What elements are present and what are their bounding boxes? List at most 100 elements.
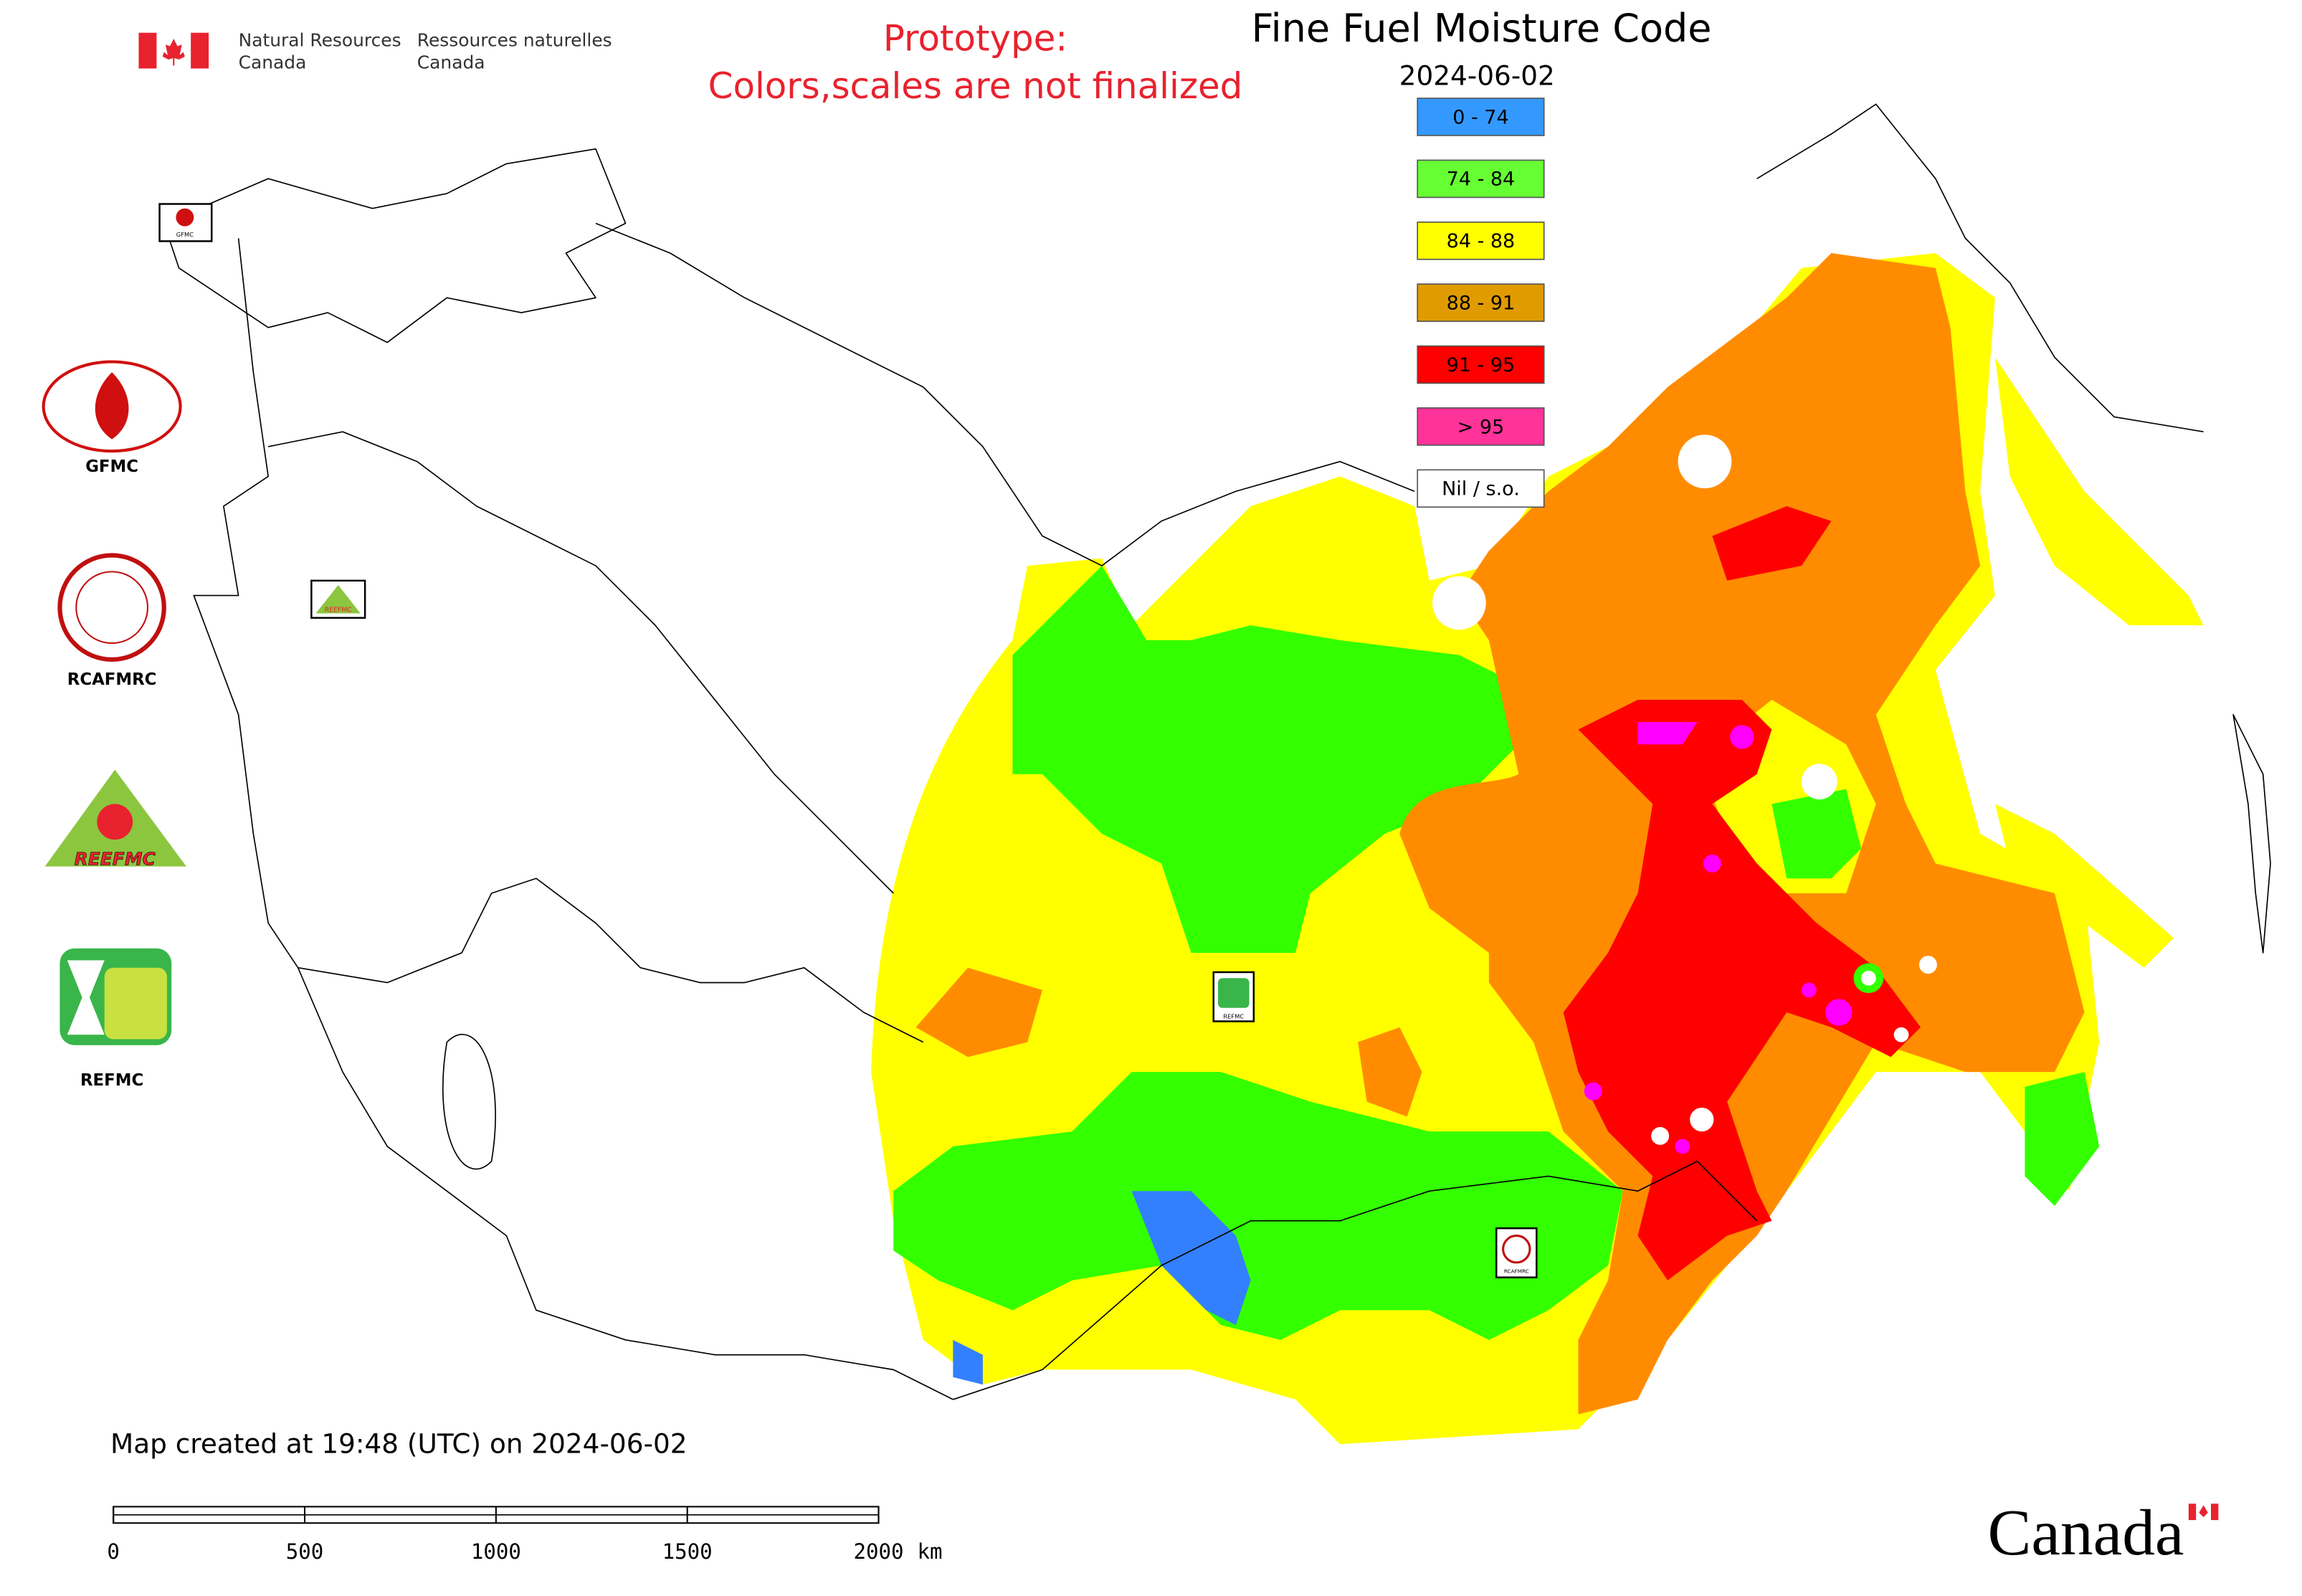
coastline: [163, 148, 627, 343]
region: [1730, 725, 1754, 749]
agency-name: Canada: [417, 52, 485, 73]
agency-name: Natural Resources: [239, 29, 401, 50]
legend-swatch: [1417, 345, 1545, 384]
region: [1771, 789, 1861, 879]
border: [193, 238, 924, 1043]
coastline: [595, 222, 1415, 566]
center-markers: GFMC REEFMC REFMC RCAFMRC: [158, 203, 1538, 1278]
nil-area: [1651, 1126, 1670, 1145]
center-marker-label: RCAFMRC: [1504, 1268, 1529, 1274]
region: [1131, 1191, 1251, 1326]
border: [297, 967, 953, 1400]
agency-name: Canada: [239, 52, 307, 73]
nil-area: [1918, 956, 1937, 974]
region: [1012, 566, 1534, 953]
date: 2024-06-02: [1399, 60, 1555, 91]
legend-label: 74 - 84: [1447, 168, 1516, 191]
title: Fine Fuel Moisture Code: [1252, 6, 1712, 51]
logo-reefmc: [97, 804, 133, 840]
notice: Prototype:: [883, 18, 1067, 60]
logo-gfmc: [42, 360, 182, 453]
legend-swatch: [1417, 98, 1545, 136]
region: [1584, 1082, 1602, 1101]
notice: Colors,scales are not finalized: [708, 65, 1243, 107]
logo-refmc: [104, 967, 167, 1040]
legend-label: 0 - 74: [1452, 106, 1508, 128]
legend-swatch: [1417, 159, 1545, 199]
nil-area: [1801, 764, 1837, 800]
center-marker-label: REEFMC: [325, 606, 352, 614]
logo-refmc: [67, 960, 105, 1035]
region: [2025, 1072, 2100, 1206]
nil-area: [1690, 1107, 1714, 1132]
wordmark-flag: [2188, 1504, 2197, 1521]
scale-label: 1000: [471, 1539, 521, 1564]
region: [1712, 506, 1832, 581]
maple-leaf: [162, 38, 185, 66]
logo-label: RCAFMRC: [67, 670, 157, 689]
border: [442, 1033, 496, 1170]
region: [1825, 999, 1852, 1026]
region: [1994, 804, 2174, 968]
center-marker-label: REFMC: [1223, 1012, 1244, 1020]
center-marker-icon: [315, 585, 361, 614]
region: [1675, 1139, 1690, 1154]
region: [1994, 357, 2204, 626]
center-marker-icon: [1217, 978, 1250, 1008]
fire-map: [871, 253, 2204, 1445]
footer-note: Map created at 19:48 (UTC) on 2024-06-02: [110, 1428, 687, 1460]
boundaries: [163, 103, 2271, 1400]
legend: 0 - 74 74 - 84 84 - 88 88 - 91 91 - 95 > 95 Ni…: [1417, 98, 1545, 508]
scale-label: 0: [107, 1539, 120, 1564]
legend-swatch: [1417, 407, 1545, 446]
legend-label: 91 - 95: [1447, 354, 1516, 376]
scale-label: 1500: [662, 1539, 713, 1564]
legend-swatch: [1417, 283, 1545, 322]
agency-name: Ressources naturelles: [417, 29, 612, 50]
coastline: [2232, 713, 2271, 954]
nil-area: [1860, 970, 1876, 986]
flag-bar: [138, 32, 157, 69]
region: [1358, 1027, 1422, 1117]
center-marker-icon: [1502, 1234, 1531, 1264]
nil-area: [1893, 1027, 1909, 1042]
legend-label: > 95: [1457, 416, 1505, 438]
region: [915, 967, 1042, 1058]
region: [1703, 854, 1721, 873]
wordmark-flag: [2199, 1505, 2208, 1517]
scale-label: 500: [286, 1539, 324, 1564]
partner-logos: GFMC RCAFMRC REEFMC REFMC: [42, 360, 186, 1090]
nil-area: [1678, 434, 1732, 489]
logo-label: REFMC: [80, 1071, 143, 1090]
logo-rcafmrc: [57, 553, 166, 662]
scale-bar: 0 500 1000 1500 2000 km: [107, 1506, 942, 1564]
border: [267, 431, 894, 894]
region: [1801, 982, 1817, 998]
scale-unit: km: [917, 1539, 942, 1564]
nil-area: [1432, 576, 1486, 630]
logo-gfmc: [95, 372, 129, 440]
wordmark: Canada: [1987, 1496, 2184, 1569]
logo-rcafmrc: [75, 571, 148, 645]
region: [893, 1072, 1623, 1340]
legend-swatch: [1417, 221, 1545, 260]
flag-bar: [191, 32, 209, 69]
legend-label: 84 - 88: [1447, 230, 1516, 252]
region: [953, 1339, 983, 1385]
legend-label: 88 - 91: [1447, 292, 1516, 314]
wordmark-flag: [2210, 1504, 2219, 1521]
logo-label: GFMC: [85, 457, 138, 476]
center-marker-label: GFMC: [176, 231, 194, 238]
agency-signature: Natural Resources Canada Ressources natu…: [138, 29, 612, 73]
region: [1637, 722, 1698, 745]
coastline: [1756, 103, 2204, 433]
center-marker-icon: [176, 208, 194, 227]
scale-label: 2000: [854, 1539, 904, 1564]
legend-swatch: [1417, 469, 1545, 508]
logo-label: REEFMC: [75, 848, 156, 869]
canada-wordmark: Canada: [1987, 1496, 2219, 1569]
legend-label: Nil / s.o.: [1442, 478, 1520, 500]
